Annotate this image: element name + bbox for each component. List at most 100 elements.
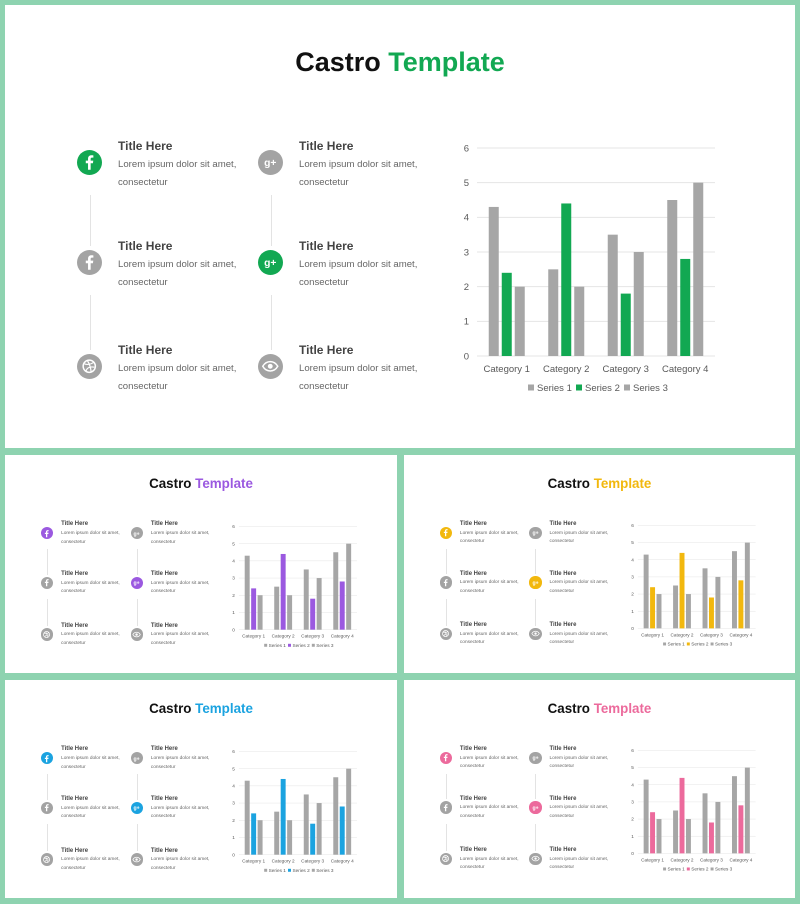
connector-line	[89, 295, 91, 350]
legend-swatch	[710, 642, 714, 646]
connector-line	[89, 195, 91, 246]
google-plus-icon: g+	[130, 801, 143, 814]
legend-label: Series 3	[715, 642, 733, 647]
x-tick-label: Category 4	[331, 858, 354, 863]
facebook-icon	[40, 526, 54, 540]
legend-swatch	[288, 643, 292, 647]
bar-series-2	[649, 812, 655, 854]
x-tick-label: Category 2	[272, 633, 295, 638]
connector-line	[136, 598, 138, 627]
bar-series-1	[643, 554, 649, 629]
y-tick-label: 5	[233, 766, 236, 771]
y-tick-label: 1	[233, 835, 236, 840]
google-plus-icon: g+	[529, 751, 542, 765]
legend-swatch	[288, 868, 292, 872]
connector-line	[445, 549, 447, 575]
feature-title: Title Here	[549, 847, 577, 854]
bar-series-3	[514, 286, 525, 356]
feature-title: Title Here	[459, 795, 487, 802]
bar-series-2	[251, 812, 257, 855]
feature-title: Title Here	[459, 746, 487, 753]
legend-label: Series 3	[317, 868, 335, 873]
y-tick-label: 5	[631, 541, 634, 546]
bar-series-2	[620, 293, 631, 356]
bar-series-1	[672, 585, 678, 629]
feature-title: Title Here	[150, 847, 178, 854]
y-tick-label: 0	[631, 626, 634, 631]
y-tick-label: 4	[233, 558, 236, 563]
google-plus-icon: g+	[529, 576, 542, 589]
google-plus-icon: g+	[529, 526, 542, 540]
svg-text:g+: g+	[532, 531, 538, 537]
bar-series-1	[731, 551, 737, 629]
title-accent: Template	[593, 700, 652, 716]
feature-title: Title Here	[61, 521, 89, 528]
bar-chart: 0 1 2 3 4 5 6 Category 1 Category 2 Category 3 Cat…	[622, 744, 770, 883]
bar-series-2	[340, 805, 346, 855]
connector-line	[46, 823, 48, 852]
legend-label: Series 3	[633, 383, 668, 394]
bar-series-2	[310, 598, 316, 630]
y-tick-label: 0	[233, 627, 236, 632]
connector-line	[445, 823, 447, 851]
slide-blue: Castro Template Title Here Lorem ipsum dol…	[5, 680, 397, 898]
y-tick-label: 6	[233, 749, 236, 754]
x-tick-label: Category 3	[603, 364, 649, 375]
legend-swatch	[264, 868, 268, 872]
bar-series-2	[738, 580, 744, 629]
facebook-icon	[40, 751, 54, 765]
feature-title: Title Here	[299, 343, 354, 357]
legend-label: Series 2	[293, 868, 311, 873]
dribbble-icon	[77, 354, 102, 379]
y-tick-label: 0	[631, 851, 634, 856]
y-tick-label: 3	[464, 247, 469, 258]
connector-line	[136, 774, 138, 800]
feature-body: Lorem ipsum dolor sit amet, consectetur	[459, 580, 519, 594]
legend-swatch	[312, 643, 316, 647]
y-tick-label: 4	[464, 213, 469, 224]
y-tick-label: 6	[464, 143, 469, 154]
legend-label: Series 1	[537, 383, 572, 394]
y-tick-label: 2	[631, 592, 634, 597]
google-plus-icon: g+	[130, 751, 143, 765]
feature-title: Title Here	[549, 622, 577, 629]
y-tick-label: 1	[631, 609, 634, 614]
title-main: Castro	[149, 700, 192, 716]
feature-body: Lorem ipsum dolor sit amet, consectetur	[61, 755, 120, 770]
facebook-icon	[439, 526, 452, 540]
bar-series-1	[731, 776, 737, 854]
feature-body: Lorem ipsum dolor sit amet, consectetur	[150, 530, 210, 545]
bar-series-1	[607, 234, 618, 356]
title-accent: Template	[195, 700, 253, 716]
feature-body: Lorem ipsum dolor sit amet, consectetur	[549, 755, 609, 770]
facebook-icon	[439, 751, 452, 765]
feature-body: Lorem ipsum dolor sit amet, consectetur	[549, 856, 609, 871]
feature-body: Lorem ipsum dolor sit amet, consectetur	[459, 631, 519, 646]
bar-series-3	[744, 767, 750, 854]
feature-body: Lorem ipsum dolor sit amet, consectetur	[549, 580, 609, 594]
connector-line	[136, 549, 138, 575]
feature-title: Title Here	[549, 570, 577, 577]
legend-swatch	[710, 867, 714, 871]
eye-icon	[130, 853, 143, 866]
x-tick-label: Category 3	[700, 858, 723, 863]
google-plus-icon: g+	[258, 150, 283, 175]
bar-series-1	[304, 793, 310, 855]
x-tick-label: Category 3	[302, 858, 325, 863]
bar-series-3	[633, 252, 644, 356]
feature-title: Title Here	[150, 521, 178, 528]
feature-body: Lorem ipsum dolor sit amet, consectetur	[299, 363, 418, 392]
y-tick-label: 3	[233, 800, 236, 805]
feature-title: Title Here	[61, 746, 89, 753]
x-tick-label: Category 1	[641, 858, 664, 863]
title-main: Castro	[149, 475, 192, 491]
connector-line	[270, 295, 272, 350]
legend-label: Series 2	[293, 643, 311, 648]
facebook-icon	[77, 250, 102, 275]
eye-icon	[529, 852, 542, 866]
bar-series-2	[679, 553, 685, 629]
y-tick-label: 0	[464, 351, 469, 362]
bar-chart: 0 1 2 3 4 5 6 Category 1 Category 2 Category 3 Cat…	[445, 135, 745, 410]
title-main: Castro	[295, 47, 381, 77]
feature-title: Title Here	[150, 796, 178, 803]
